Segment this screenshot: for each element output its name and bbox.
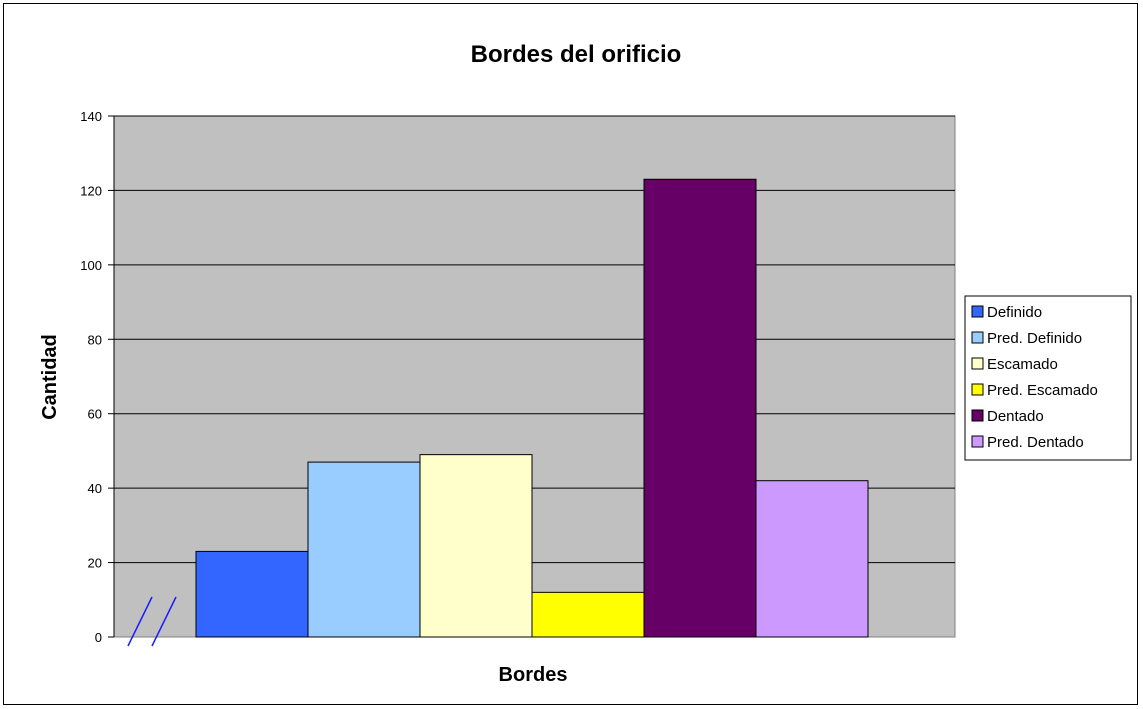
bar-pred-dentado xyxy=(755,480,869,638)
legend-swatch xyxy=(971,383,984,396)
bar-pred-definido xyxy=(307,461,421,638)
chart-title: Bordes del orificio xyxy=(471,41,682,68)
legend-swatch xyxy=(971,305,984,318)
legend: Definido Pred. Definido Escamado Pred. Esca… xyxy=(964,295,1132,461)
y-tick-label: 80 xyxy=(88,332,102,347)
legend-label: Pred. Dentado xyxy=(987,434,1084,451)
y-tick-label: 100 xyxy=(80,258,102,273)
legend-swatch xyxy=(971,435,984,448)
legend-box xyxy=(964,295,1132,461)
y-tick-label: 120 xyxy=(80,183,102,198)
y-axis: 0 20 40 60 80 100 120 140 xyxy=(80,109,115,645)
axis-break-marks xyxy=(127,596,177,647)
y-tick-label: 60 xyxy=(88,407,102,422)
legend-swatch xyxy=(971,331,984,344)
legend-label: Pred. Escamado xyxy=(987,382,1098,399)
y-tick-label: 40 xyxy=(88,481,102,496)
legend-label: Pred. Definido xyxy=(987,330,1082,347)
y-axis-title: Cantidad xyxy=(39,334,61,420)
y-tick-label: 140 xyxy=(80,109,102,124)
y-tick-label: 20 xyxy=(88,556,102,571)
bars xyxy=(195,178,869,638)
bar-pred-escamado xyxy=(531,591,645,638)
bar-dentado xyxy=(643,178,757,638)
x-axis-title: Bordes xyxy=(499,664,568,686)
legend-label: Definido xyxy=(987,304,1042,321)
legend-swatch xyxy=(971,357,984,370)
legend-label: Escamado xyxy=(987,356,1058,373)
bar-definido xyxy=(195,550,309,638)
bar-escamado xyxy=(419,454,533,638)
legend-label: Dentado xyxy=(987,408,1044,425)
y-tick-label: 0 xyxy=(95,630,102,645)
axis-break-mark xyxy=(127,596,153,647)
gridlines xyxy=(114,115,955,564)
legend-swatch xyxy=(971,409,984,422)
axis-break-mark xyxy=(151,596,177,647)
